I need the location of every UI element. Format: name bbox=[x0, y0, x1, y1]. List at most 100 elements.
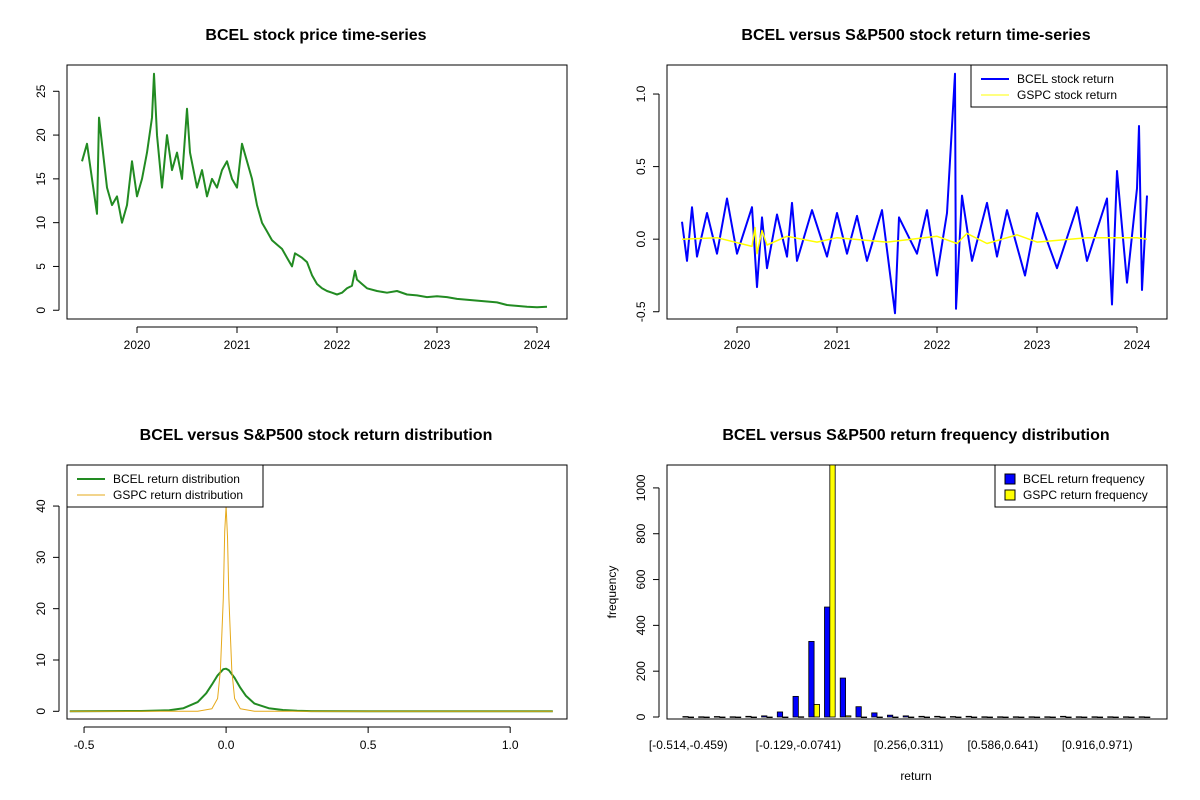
y-tick-label: -0.5 bbox=[634, 301, 648, 322]
gspc-frequency-bar bbox=[860, 716, 868, 719]
legend-label: BCEL return frequency bbox=[1023, 472, 1145, 486]
bcel-frequency-bar bbox=[1138, 716, 1145, 718]
gspc-frequency-bar bbox=[1081, 716, 1088, 719]
y-tick-label: 1000 bbox=[634, 474, 648, 501]
gspc-frequency-bar bbox=[750, 716, 757, 719]
bcel-frequency-bar bbox=[824, 606, 831, 718]
bcel-frequency-bar bbox=[1060, 715, 1067, 718]
gspc-frequency-bar bbox=[1065, 716, 1072, 719]
y-tick-label: 0 bbox=[634, 713, 648, 720]
gspc-frequency-bar bbox=[782, 716, 789, 719]
bcel-frequency-bar bbox=[729, 716, 736, 718]
y-tick-label: 40 bbox=[34, 499, 48, 513]
plot-frame bbox=[666, 464, 1168, 720]
bcel-density-line bbox=[69, 667, 553, 713]
bcel-frequency-bar bbox=[918, 715, 925, 718]
bcel-frequency-bar bbox=[808, 641, 815, 718]
x-tick-label: 2022 bbox=[324, 338, 351, 352]
y-tick-label: 30 bbox=[34, 550, 48, 564]
bcel-frequency-bar bbox=[1123, 716, 1130, 718]
x-tick-label: [0.586,0.641) bbox=[968, 738, 1039, 752]
y-tick-label: 0 bbox=[34, 708, 48, 715]
x-tick-label: 2020 bbox=[724, 338, 751, 352]
gspc-frequency-bar bbox=[1112, 716, 1119, 719]
x-tick-label: 1.0 bbox=[502, 738, 519, 752]
gspc-frequency-bar bbox=[735, 716, 742, 719]
gspc-frequency-bar bbox=[986, 716, 993, 719]
bcel-frequency-bar bbox=[682, 716, 689, 718]
gspc-frequency-bar bbox=[719, 716, 726, 719]
gspc-frequency-bar bbox=[1128, 716, 1135, 719]
gspc-frequency-bar bbox=[939, 716, 946, 719]
y-tick-label: 200 bbox=[634, 661, 648, 681]
y-axis-label: frequency bbox=[605, 566, 619, 619]
gspc-frequency-bar bbox=[1096, 716, 1104, 719]
bcel-frequency-bar bbox=[997, 716, 1004, 718]
x-tick-label: [-0.514,-0.459) bbox=[649, 738, 728, 752]
bcel-frequency-bar bbox=[713, 716, 721, 718]
chart-title: BCEL versus S&P500 stock return time-ser… bbox=[741, 27, 1090, 44]
bcel-frequency-bar bbox=[855, 706, 862, 718]
gspc-frequency-bar bbox=[766, 716, 773, 719]
x-tick-label: 2023 bbox=[424, 338, 451, 352]
y-tick-label: 800 bbox=[634, 523, 648, 543]
bcel-frequency-bar bbox=[934, 715, 941, 718]
x-tick-label: -0.5 bbox=[74, 738, 95, 752]
x-tick-label: 0.5 bbox=[360, 738, 377, 752]
gspc-frequency-bar bbox=[1018, 716, 1025, 719]
frequency-distribution-panel: BCEL versus S&P500 return frequency dist… bbox=[605, 427, 1168, 783]
plot-frame bbox=[66, 64, 568, 320]
y-tick-label: 5 bbox=[34, 263, 48, 270]
chart-title: BCEL versus S&P500 return frequency dist… bbox=[722, 427, 1109, 444]
gspc-frequency-bar bbox=[829, 464, 836, 718]
legend-box bbox=[66, 464, 264, 508]
gspc-frequency-bar bbox=[923, 716, 930, 719]
bcel-frequency-bar bbox=[965, 715, 972, 718]
gspc-frequency-bar bbox=[1144, 716, 1151, 719]
bcel-frequency-bar bbox=[1028, 716, 1035, 718]
x-tick-label: [0.256,0.311) bbox=[874, 738, 944, 752]
gspc-frequency-bar bbox=[813, 704, 820, 718]
y-tick-label: 10 bbox=[34, 216, 48, 230]
gspc-frequency-bar bbox=[971, 716, 978, 719]
gspc-frequency-bar bbox=[955, 716, 962, 719]
y-tick-label: 600 bbox=[634, 569, 648, 589]
bcel-frequency-bar bbox=[1044, 716, 1051, 718]
gspc-frequency-bar bbox=[908, 716, 915, 719]
gspc-frequency-bar bbox=[892, 716, 899, 719]
chart-title: BCEL versus S&P500 stock return distribu… bbox=[140, 427, 493, 444]
gspc-frequency-bar bbox=[797, 716, 805, 718]
plot-frame bbox=[666, 64, 1168, 320]
bcel-frequency-bar bbox=[981, 716, 988, 718]
gspc-frequency-bar bbox=[845, 715, 852, 718]
x-tick-label: 2021 bbox=[224, 338, 251, 352]
y-tick-label: 0.5 bbox=[634, 158, 648, 175]
x-tick-label: 2020 bbox=[124, 338, 151, 352]
y-tick-label: 10 bbox=[34, 653, 48, 667]
gspc-frequency-bar bbox=[1049, 716, 1056, 719]
x-tick-label: 0.0 bbox=[218, 738, 235, 752]
y-tick-label: 20 bbox=[34, 602, 48, 616]
bcel-return-line bbox=[681, 72, 1148, 315]
y-tick-label: 0 bbox=[34, 307, 48, 314]
return-distribution-panel: BCEL versus S&P500 stock return distribu… bbox=[34, 427, 568, 752]
bcel-frequency-bar bbox=[1075, 716, 1082, 718]
bcel-frequency-bar bbox=[887, 714, 894, 718]
legend-box bbox=[970, 64, 1168, 108]
bcel-frequency-bar bbox=[1091, 716, 1098, 718]
legend-label: BCEL return distribution bbox=[113, 472, 240, 486]
legend-label: GSPC return distribution bbox=[113, 488, 243, 502]
y-tick-label: 15 bbox=[34, 172, 48, 186]
bcel-frequency-bar bbox=[949, 716, 957, 718]
legend-swatch bbox=[1004, 489, 1016, 501]
gspc-frequency-bar bbox=[1033, 716, 1041, 719]
gspc-frequency-bar bbox=[687, 716, 694, 719]
y-tick-label: 25 bbox=[34, 84, 48, 98]
legend-label: GSPC return frequency bbox=[1023, 488, 1148, 502]
gspc-return-line bbox=[681, 226, 1148, 255]
legend-swatch bbox=[1004, 473, 1016, 485]
x-tick-label: [-0.129,-0.0741) bbox=[756, 738, 841, 752]
y-tick-label: 400 bbox=[634, 615, 648, 635]
legend-label: BCEL stock return bbox=[1017, 72, 1114, 86]
legend-box bbox=[994, 464, 1168, 508]
